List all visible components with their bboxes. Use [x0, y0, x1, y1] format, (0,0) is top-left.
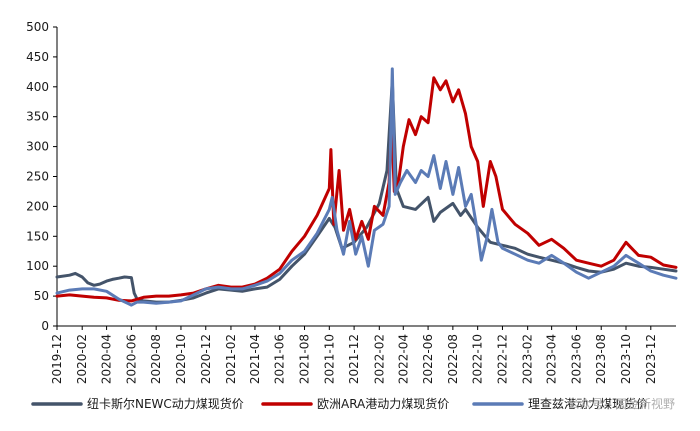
- x-tick-label: 2021-02: [224, 334, 238, 384]
- x-tick-label: 2023-02: [521, 334, 535, 384]
- y-tick-label: 100: [26, 259, 49, 273]
- x-tick-label: 2020-02: [75, 334, 89, 384]
- x-tick-label: 2021-06: [273, 334, 287, 384]
- y-tick-label: 450: [26, 50, 49, 64]
- y-tick-label: 150: [26, 229, 49, 243]
- y-tick-label: 50: [34, 289, 49, 303]
- x-tick-label: 2023-10: [619, 334, 633, 384]
- y-tick-label: 300: [26, 140, 49, 154]
- axes: 0 50 100 150 200 250 300 350 400 450 500 2019-12 202…: [26, 20, 676, 384]
- legend-label-2: 欧洲ARA港动力煤现货价: [317, 396, 449, 411]
- y-tick-label: 0: [41, 319, 49, 333]
- x-tick-label: 2022-04: [396, 334, 410, 384]
- series-line-2: [55, 76, 678, 303]
- x-tick-label: 2020-08: [149, 334, 163, 384]
- legend: 纽卡斯尔NEWC动力煤现货价 欧洲ARA港动力煤现货价 理查兹港动力煤现货价: [31, 396, 648, 411]
- y-tick-label: 500: [26, 20, 49, 34]
- series-line-3: [55, 67, 678, 307]
- y-tick-label: 250: [26, 170, 49, 184]
- x-tick-label: 2021-04: [248, 334, 262, 384]
- x-tick-label: 2023-06: [569, 334, 583, 384]
- x-tick-label: 2020-10: [174, 334, 188, 384]
- watermark-text: 公众号 · 国金新视野: [568, 396, 675, 411]
- x-tick-label: 2022-08: [446, 334, 460, 384]
- y-tick-label: 350: [26, 110, 49, 124]
- y-tick-label: 400: [26, 80, 49, 94]
- x-tick-label: 2019-12: [50, 334, 64, 384]
- x-tick-label: 2021-08: [298, 334, 312, 384]
- y-tick-label: 200: [26, 199, 49, 213]
- x-tick-label: 2020-06: [124, 334, 138, 384]
- x-tick-label: 2023-12: [644, 334, 658, 384]
- legend-label-1: 纽卡斯尔NEWC动力煤现货价: [87, 396, 244, 411]
- x-tick-label: 2023-04: [545, 334, 559, 384]
- x-tick-label: 2020-12: [199, 334, 213, 384]
- x-tick-label: 2021-10: [322, 334, 336, 384]
- x-tick-label: 2022-12: [495, 334, 509, 384]
- x-tick-label: 2023-08: [594, 334, 608, 384]
- legend-label-3: 理查兹港动力煤现货价: [528, 396, 648, 411]
- x-tick-label: 2021-12: [347, 334, 361, 384]
- series-line-1: [55, 79, 678, 304]
- x-tick-label: 2022-10: [471, 334, 485, 384]
- series-lines: [55, 67, 678, 307]
- x-tick-label: 2022-06: [421, 334, 435, 384]
- x-tick-label: 2022-02: [372, 334, 386, 384]
- x-tick-label: 2020-04: [100, 334, 114, 384]
